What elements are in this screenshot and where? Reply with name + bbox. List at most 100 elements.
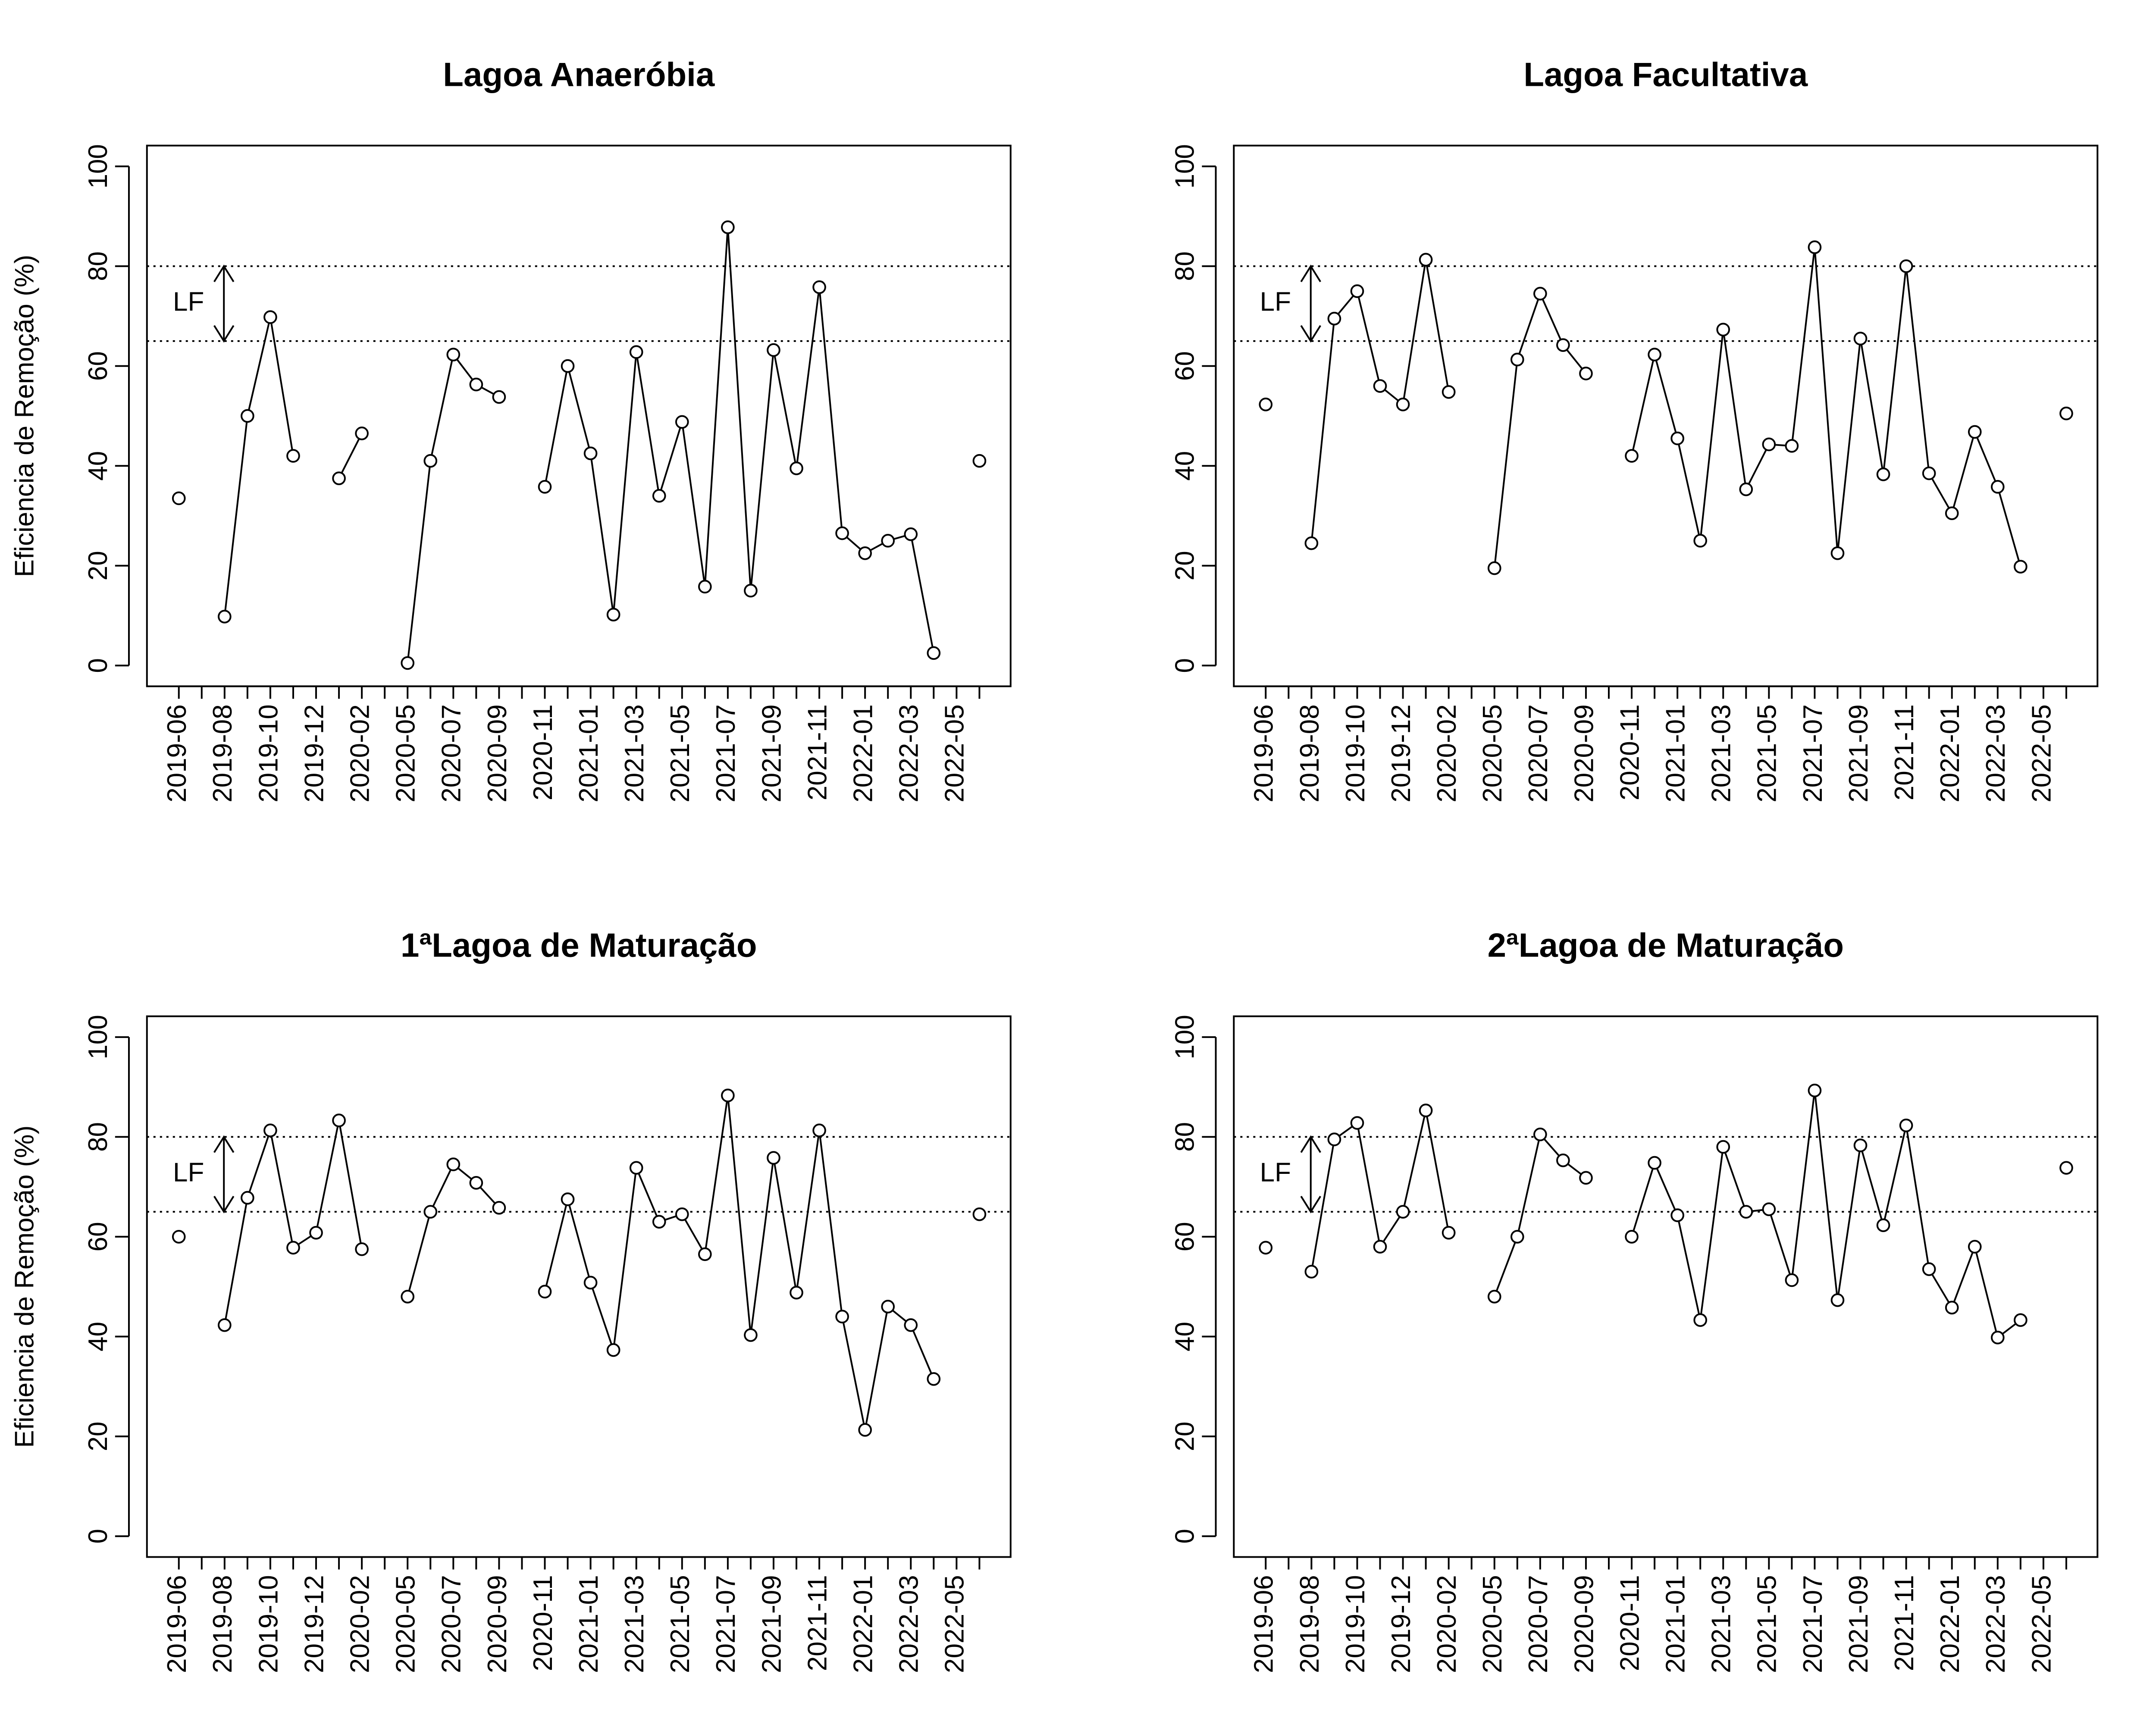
series-segment [796, 287, 821, 469]
data-point [1350, 1116, 1364, 1130]
data-point [172, 1229, 186, 1244]
x-tick-label: 2022-01 [1935, 1575, 1965, 1673]
x-tick-label: 2021-11 [1890, 1575, 1919, 1671]
x-tick-label: 2022-05 [2027, 1575, 2056, 1673]
series-segment [269, 317, 294, 456]
y-tick-label: 0 [83, 658, 113, 673]
chart-panel-3: 1ªLagoa de Maturação 0 20 40 60 80 100 Eficienc… [9, 926, 1012, 1673]
lf-arrowhead-down [213, 325, 235, 343]
data-point [1579, 367, 1593, 380]
y-tick-label: 100 [1170, 144, 1200, 188]
data-point [1876, 1218, 1890, 1232]
series-segment [704, 227, 729, 587]
data-point [1853, 332, 1868, 345]
lf-annotation: LF [1260, 287, 1291, 317]
y-tick-label: 40 [83, 1322, 113, 1352]
data-point [1625, 449, 1639, 463]
chart-title: 1ªLagoa de Maturação [401, 926, 757, 964]
x-tick-label: 2021-07 [711, 704, 741, 803]
data-point [1510, 1229, 1524, 1244]
y-axis-label: Eficiencia de Remoção (%) [9, 1126, 39, 1448]
series-segment [429, 354, 454, 461]
data-point [767, 343, 780, 357]
data-point [675, 1207, 689, 1221]
series-segment [773, 350, 797, 469]
plot-frame [146, 1015, 1012, 1558]
data-point [1556, 1153, 1570, 1167]
data-point [1762, 1202, 1776, 1216]
x-tick-label: 2022-05 [940, 704, 970, 803]
data-point [1830, 1293, 1845, 1307]
data-point [2059, 406, 2073, 420]
x-tick-label: 2020-09 [1569, 704, 1599, 803]
data-point [1419, 1104, 1433, 1117]
data-point [1487, 561, 1501, 575]
data-point [1716, 1140, 1730, 1154]
x-tick-label: 2019-12 [299, 704, 329, 803]
series-segment [1859, 338, 1884, 475]
y-tick-label: 80 [1170, 251, 1200, 281]
x-tick-label: 2021-11 [802, 704, 832, 800]
series-segment [1654, 1162, 1678, 1216]
series-segment [818, 287, 843, 533]
series-segment [1882, 266, 1907, 475]
data-point [2059, 1161, 2073, 1175]
x-tick-label: 2021-11 [1890, 704, 1919, 800]
data-point [858, 1423, 872, 1437]
data-point [1990, 480, 2005, 494]
data-point [1968, 425, 1982, 439]
series-segment [772, 1157, 797, 1293]
x-tick-label: 2019-06 [1249, 704, 1279, 803]
data-point [1785, 1273, 1799, 1287]
data-point [1327, 1132, 1341, 1146]
series-segment [338, 433, 363, 479]
x-tick-label: 2022-03 [894, 1575, 924, 1673]
data-point [606, 608, 620, 621]
data-point [286, 1241, 300, 1255]
x-tick-label: 2021-01 [1661, 1575, 1691, 1673]
data-point [1670, 1208, 1684, 1222]
data-point [790, 461, 803, 475]
series-segment [567, 366, 592, 454]
series-segment [1814, 247, 1839, 553]
data-point [881, 534, 895, 548]
data-point [2014, 1313, 2028, 1327]
x-tick-label: 2020-05 [391, 704, 421, 803]
y-tick-label: 40 [83, 451, 113, 481]
y-tick-label: 60 [1170, 1222, 1200, 1251]
series-segment [635, 1167, 660, 1222]
x-tick-label: 2021-07 [1798, 704, 1828, 803]
series-segment [1699, 329, 1724, 541]
series-segment [1974, 1246, 1999, 1338]
y-tick-label: 0 [83, 1529, 113, 1543]
y-axis-label: Eficiencia de Remoção (%) [9, 255, 39, 577]
x-tick-label: 2021-05 [1752, 1575, 1782, 1673]
data-point [355, 427, 369, 440]
data-point [1945, 506, 1959, 521]
data-point [309, 1226, 323, 1240]
data-point [698, 1247, 712, 1261]
x-tick-label: 2021-09 [757, 1575, 787, 1673]
y-tick-label: 80 [83, 251, 113, 281]
data-point [492, 390, 506, 404]
series-segment [1722, 329, 1747, 489]
data-point [1373, 379, 1387, 393]
y-tick-label: 40 [1170, 451, 1200, 481]
series-segment [223, 1198, 248, 1325]
data-point [629, 345, 643, 359]
data-point [1556, 338, 1570, 352]
data-point [744, 583, 758, 598]
series-segment [727, 1095, 752, 1335]
data-point [835, 526, 849, 540]
data-point [401, 656, 415, 670]
series-segment [1493, 1236, 1518, 1297]
y-tick-label: 60 [83, 1222, 113, 1251]
series-segment [704, 1095, 729, 1255]
series-segment [1631, 1162, 1656, 1237]
series-segment [246, 317, 271, 416]
data-point [241, 1191, 254, 1205]
x-tick-label: 2019-10 [254, 1575, 283, 1673]
data-point [1259, 1241, 1273, 1255]
data-point [1739, 482, 1753, 496]
series-segment [429, 1164, 454, 1212]
